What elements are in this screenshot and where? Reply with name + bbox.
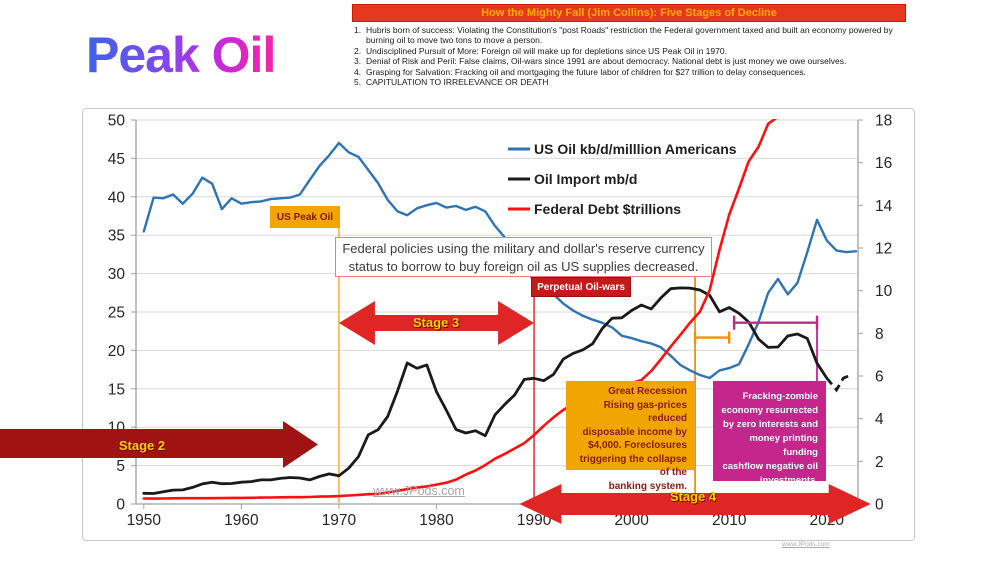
stage2-arrow [0, 416, 330, 472]
stage3-label: Stage 3 [412, 315, 460, 330]
svg-text:15: 15 [108, 381, 125, 398]
list-item: 2. Undisciplined Pursuit of More: Foreign… [354, 45, 727, 56]
svg-text:5: 5 [116, 458, 125, 475]
svg-text:16: 16 [875, 155, 892, 172]
svg-text:0: 0 [116, 497, 125, 514]
svg-text:Federal Debt $trillions: Federal Debt $trillions [534, 201, 681, 217]
svg-text:18: 18 [875, 113, 892, 130]
svg-text:1960: 1960 [224, 512, 259, 529]
peak-oil-chart: 0 5 10 15 20 25 30 35 40 45 50 0 2 4 6 8 10 12 14 16 18 1950 1… [82, 108, 915, 541]
svg-text:8: 8 [875, 326, 884, 343]
five-stages-list: 1. Hubris born of success: Violating the … [352, 25, 908, 87]
svg-text:45: 45 [108, 151, 125, 168]
jpods-watermark-link[interactable]: www.JPods.com [373, 484, 465, 498]
list-item: 1. Hubris born of success: Violating the … [354, 25, 893, 46]
svg-text:14: 14 [875, 198, 893, 215]
svg-text:2000: 2000 [614, 512, 649, 529]
svg-text:1980: 1980 [419, 512, 454, 529]
svg-text:Oil Import mb/d: Oil Import mb/d [534, 171, 637, 187]
svg-text:35: 35 [108, 228, 125, 245]
list-item: 5. CAPITULATION TO IRRELEVANCE OR DEATH [354, 77, 549, 88]
svg-text:20: 20 [108, 343, 126, 360]
fracking-zombie-callout: Fracking-zombie economy resurrected by z… [713, 381, 826, 486]
list-item: 4. Grasping for Salvation: Fracking oil a… [354, 66, 806, 77]
five-stages-banner: How the Mighty Fall (Jim Collins): Five … [352, 4, 906, 22]
stage2-arrow-shape [0, 421, 318, 468]
svg-text:6: 6 [875, 369, 884, 386]
banner-title: How the Mighty Fall (Jim Collins): Five … [481, 7, 777, 19]
svg-text:50: 50 [108, 113, 126, 130]
great-recession-callout: Great Recession Rising gas-prices reduce… [566, 381, 694, 492]
svg-text:1970: 1970 [322, 512, 357, 529]
svg-text:10: 10 [875, 283, 893, 300]
us-peak-oil-callout: US Peak Oil [270, 206, 340, 228]
svg-text:1990: 1990 [517, 512, 552, 529]
page-title: Peak Oil [86, 27, 276, 83]
stage2-label: Stage 2 [118, 438, 166, 453]
federal-policies-callout: Federal policies using the military and … [335, 237, 712, 277]
svg-text:12: 12 [875, 241, 892, 258]
svg-text:25: 25 [108, 305, 125, 322]
svg-text:1950: 1950 [127, 512, 162, 529]
svg-text:2: 2 [875, 454, 884, 471]
svg-text:US Oil kb/d/milllion Americans: US Oil kb/d/milllion Americans [534, 141, 737, 157]
svg-text:2010: 2010 [712, 512, 747, 529]
jpods-small-link[interactable]: www.JPods.com [782, 541, 830, 548]
svg-text:4: 4 [875, 411, 884, 428]
svg-text:30: 30 [108, 266, 126, 283]
perpetual-oil-wars-callout: Perpetual Oil-wars [531, 277, 631, 297]
stage4-label: Stage 4 [669, 489, 717, 504]
list-item: 3. Denial of Risk and Peril: False claims… [354, 56, 847, 67]
svg-text:0: 0 [875, 497, 884, 514]
svg-text:40: 40 [108, 189, 126, 206]
